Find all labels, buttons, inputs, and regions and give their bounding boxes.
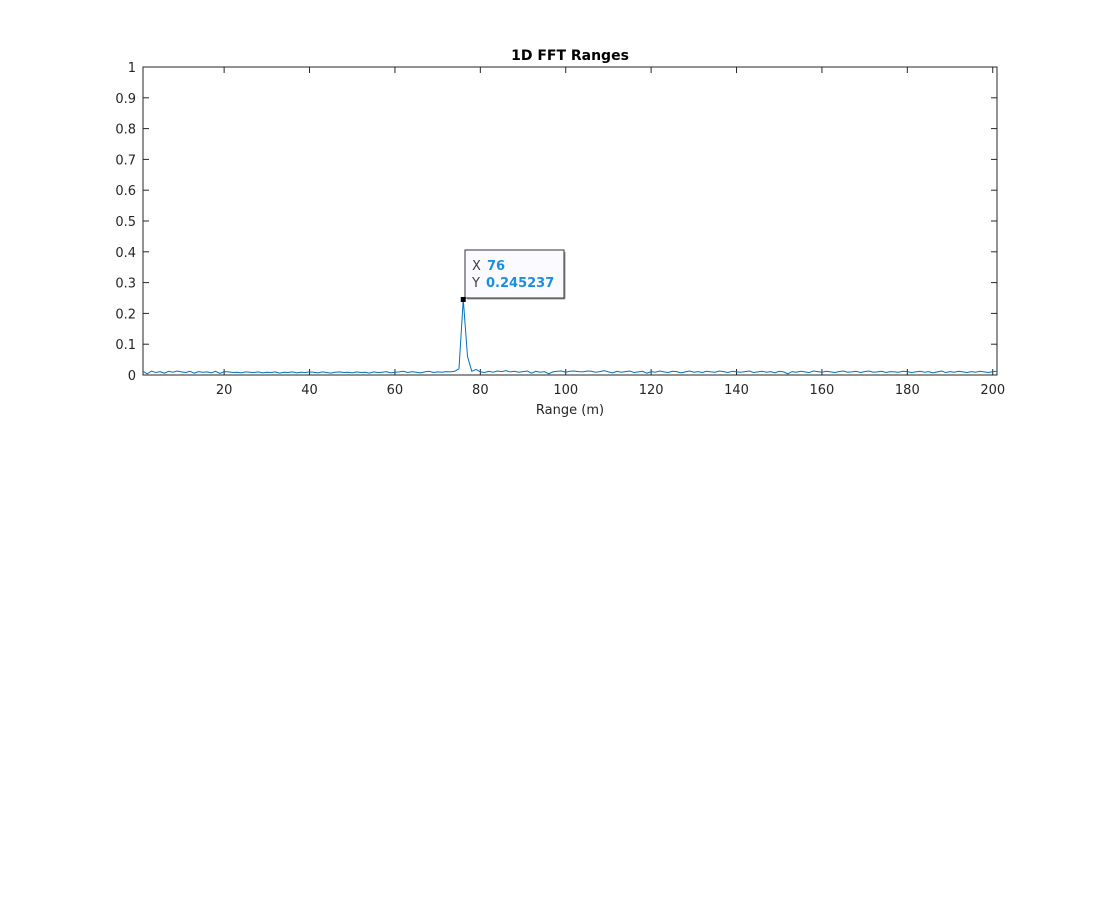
datatip[interactable]: X 76 Y 0.245237 — [460, 249, 566, 302]
plot-area[interactable] — [142, 66, 998, 376]
x-tick-label: 160 — [810, 383, 835, 398]
x-tick-label: 100 — [553, 383, 578, 398]
y-tick-label: 0.7 — [115, 153, 136, 168]
datatip-x-label: X — [472, 259, 481, 274]
datatip-y-label: Y — [471, 276, 480, 291]
x-tick-label: 140 — [724, 383, 749, 398]
x-tick-label: 40 — [301, 383, 318, 398]
y-tick-label: 0.8 — [115, 123, 136, 138]
y-tick-label: 0.9 — [115, 92, 136, 107]
y-tick-label: 0 — [128, 369, 136, 384]
y-tick-label: 0.2 — [115, 307, 136, 322]
series-layer — [142, 299, 998, 375]
axes-frame — [142, 66, 998, 376]
x-tick-label: 200 — [980, 383, 1005, 398]
datatip-x-value: 76 — [487, 259, 505, 274]
x-tick-label: 180 — [895, 383, 920, 398]
y-tick-label: 0.5 — [115, 215, 136, 230]
y-tick-label: 0.4 — [115, 246, 136, 261]
x-tick-label: 60 — [387, 383, 404, 398]
chart-title: 1D FFT Ranges — [511, 48, 629, 64]
x-tick-label: 80 — [472, 383, 489, 398]
x-tick-label: 120 — [639, 383, 664, 398]
y-tick-label: 0.1 — [115, 338, 136, 353]
x-axis: 20 40 60 80 100 120 140 160 180 200 — [216, 67, 1005, 398]
datatip-box — [464, 249, 565, 299]
x-axis-label: Range (m) — [536, 403, 604, 418]
y-tick-label: 0.3 — [115, 277, 136, 292]
y-tick-label: 1 — [128, 61, 136, 76]
y-axis: 0 0.1 0.2 0.3 0.4 0.5 0.6 0.7 0.8 0.9 1 — [115, 61, 997, 384]
series-line-0 — [142, 299, 998, 375]
datatip-y-value: 0.245237 — [486, 276, 554, 291]
datatip-marker — [460, 296, 466, 302]
x-tick-label: 20 — [216, 383, 233, 398]
y-tick-label: 0.6 — [115, 184, 136, 199]
